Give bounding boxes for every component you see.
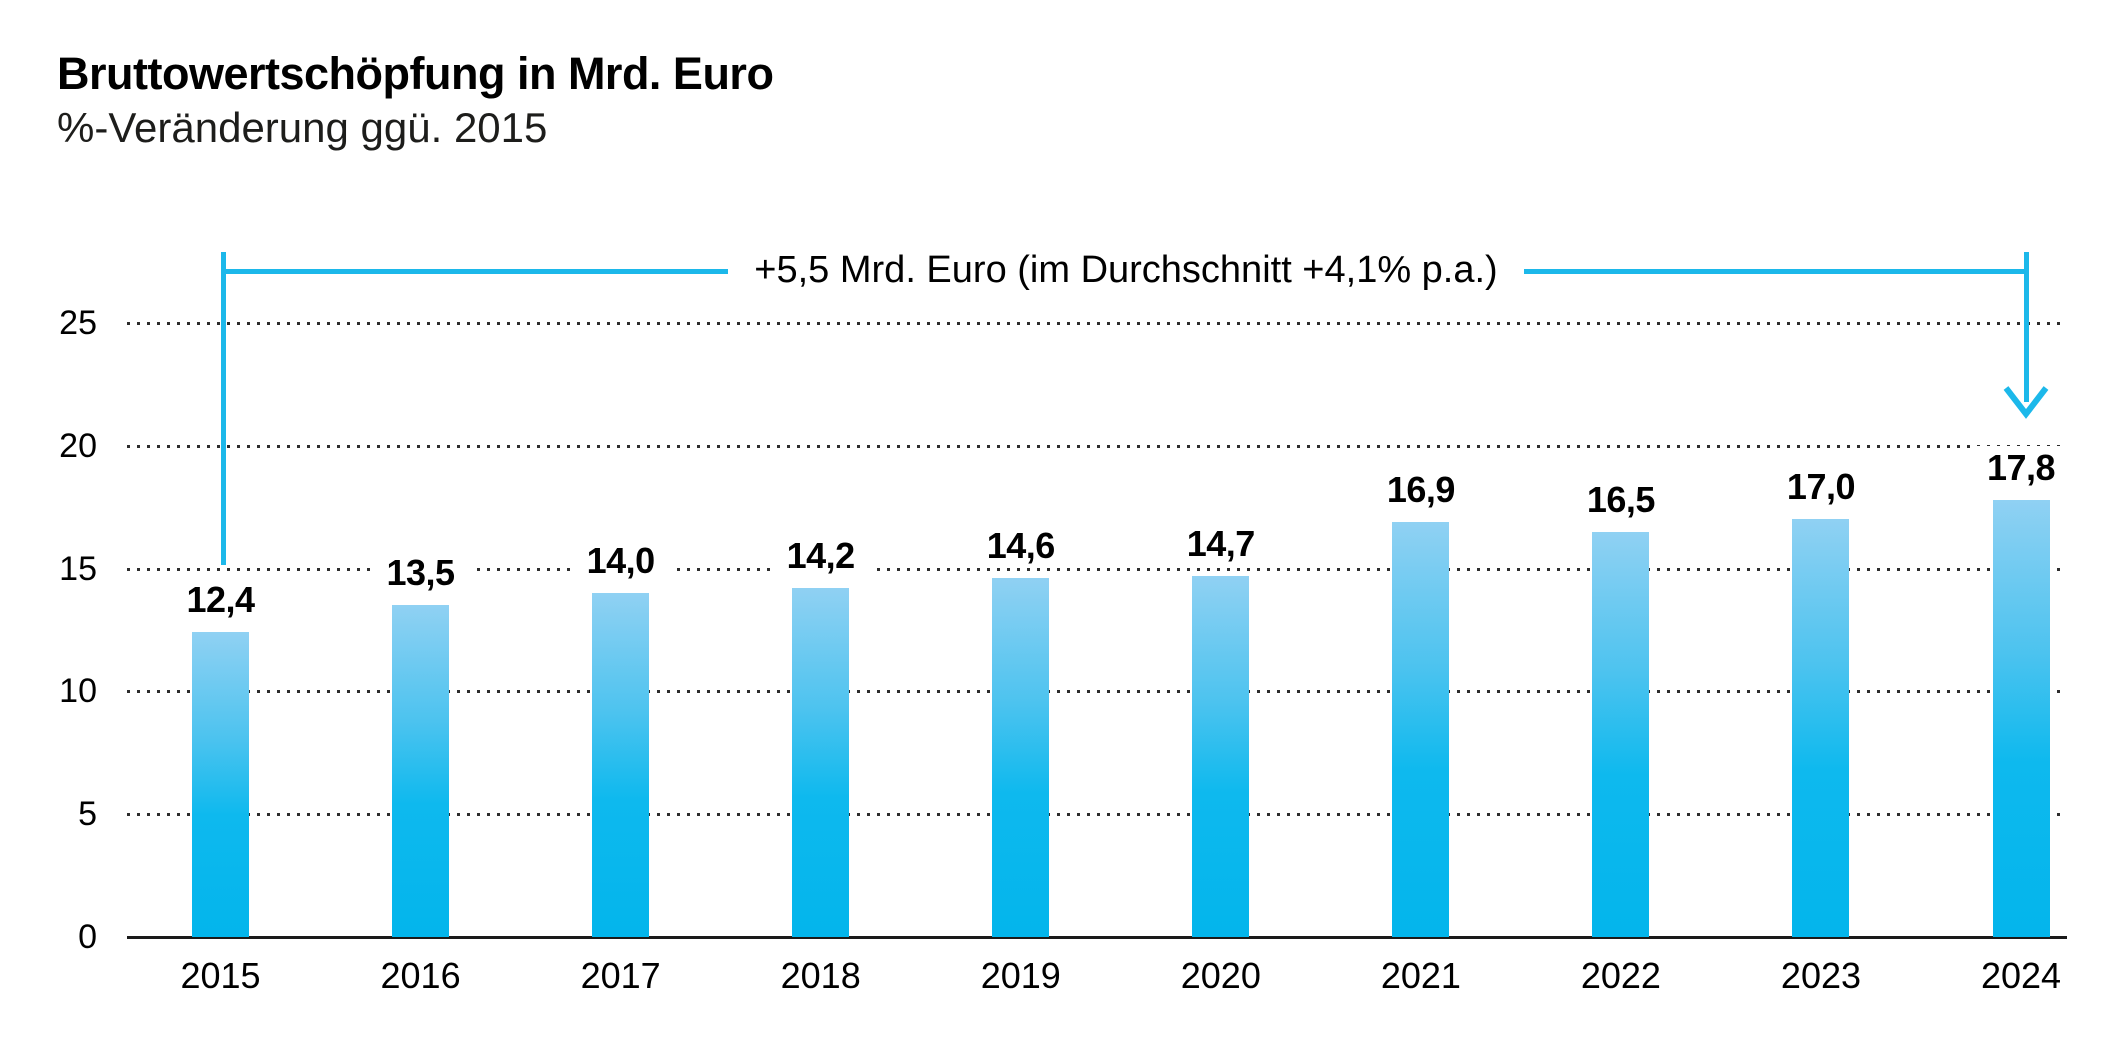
- bar: [192, 632, 249, 937]
- bar-value-label: 12,4: [170, 578, 271, 623]
- annotation-text: +5,5 Mrd. Euro (im Durchschnitt +4,1% p.…: [754, 249, 1498, 291]
- gridline: [127, 567, 2067, 571]
- x-axis-tick-label: 2023: [1780, 955, 1862, 996]
- x-axis-tick-label: 2019: [980, 955, 1061, 996]
- y-axis-tick-label: 25: [59, 304, 97, 342]
- bar: [592, 593, 650, 937]
- annotation-line-segment-left: [223, 268, 729, 274]
- y-axis-tick-label: 20: [59, 426, 97, 465]
- y-axis-tick-label: 15: [59, 549, 97, 588]
- bar: [992, 578, 1050, 937]
- bar: [1192, 575, 1250, 937]
- arrow-down-icon: [2003, 386, 2049, 419]
- x-axis-tick-label: 2016: [380, 955, 461, 996]
- bar-value-label: 14,7: [1170, 521, 1271, 566]
- y-axis-tick-label: 10: [59, 672, 97, 711]
- gridline: [127, 444, 2067, 448]
- annotation-line-segment-right: [1523, 268, 2030, 274]
- bar-value-label: 17,8: [1970, 445, 2072, 490]
- x-axis-tick-label: 2021: [1380, 955, 1461, 996]
- chart-subtitle: %-Veränderung ggü. 2015: [57, 104, 548, 151]
- x-axis-line: [127, 936, 2067, 939]
- bar: [1792, 519, 1850, 937]
- bar-value-label: 17,0: [1770, 465, 1872, 510]
- y-axis-tick-label: 5: [78, 795, 97, 834]
- x-axis-tick-label: 2020: [1180, 955, 1261, 996]
- gridline: [127, 322, 2067, 325]
- x-axis-tick-label: 2015: [180, 955, 261, 996]
- bar: [1392, 521, 1450, 937]
- x-axis-tick-label: 2022: [1580, 955, 1661, 996]
- bar: [1592, 531, 1650, 937]
- chart-title: Bruttowertschöpfung in Mrd. Euro: [57, 48, 774, 99]
- gridline: [127, 813, 2067, 817]
- bar-value-label: 13,5: [370, 551, 471, 596]
- annotation-line-left: [221, 252, 226, 565]
- annotation-line-right: [2024, 252, 2029, 402]
- y-axis-tick-label: 0: [78, 918, 97, 956]
- bar: [792, 588, 850, 937]
- bar: [1992, 499, 2050, 937]
- x-axis-tick-label: 2017: [580, 955, 661, 996]
- bar-value-label: 14,0: [570, 539, 671, 584]
- bar-value-label: 16,5: [1570, 477, 1671, 522]
- x-axis-tick-label: 2018: [780, 955, 861, 996]
- bar: [392, 605, 450, 937]
- bar-value-label: 14,6: [970, 524, 1071, 569]
- gridline: [127, 690, 2067, 694]
- bar-value-label: 14,2: [770, 534, 871, 579]
- bar-value-label: 16,9: [1370, 467, 1471, 512]
- x-axis-tick-label: 2024: [1980, 955, 2062, 996]
